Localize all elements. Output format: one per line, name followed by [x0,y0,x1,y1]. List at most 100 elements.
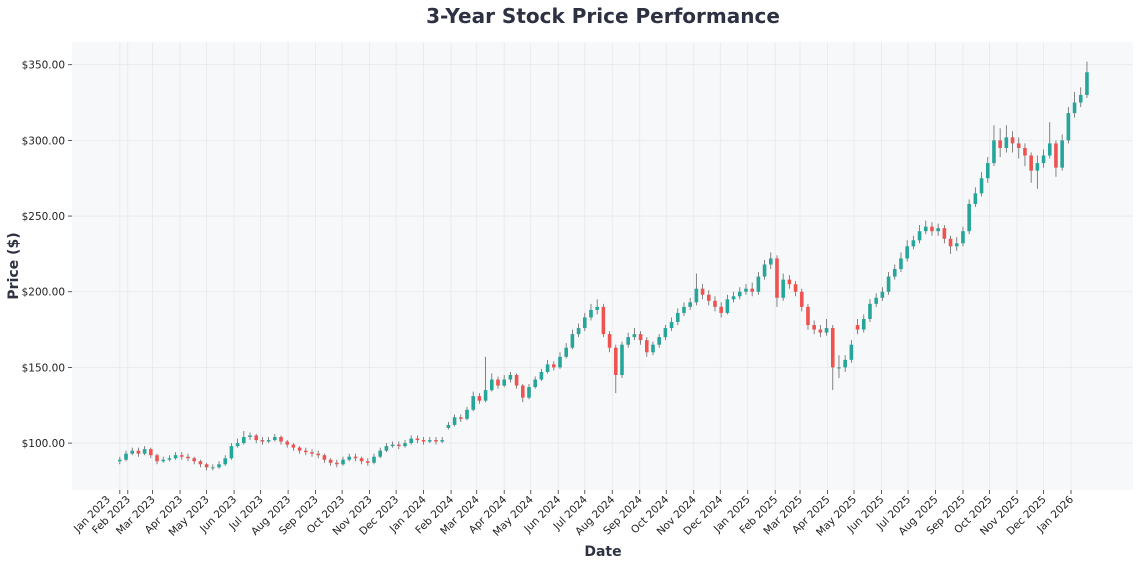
candle-body [204,464,209,468]
candle-body [248,435,252,438]
candle-up [229,443,234,460]
candle-up [427,437,432,444]
candle-up [539,368,544,382]
candle-up [756,272,761,295]
candle-body [297,447,302,451]
candle-body [1054,143,1058,168]
candle-up [570,329,575,350]
candle-up [409,435,414,445]
candle-body [551,364,556,368]
candle-body [409,438,414,444]
candle-up [173,452,178,460]
candle-body [756,276,761,292]
candle-body [130,450,135,454]
y-tick-label: $150.00 [22,362,65,374]
candle-body [706,294,711,301]
y-tick-label: $200.00 [22,287,65,299]
candle-body [675,312,680,322]
candle-down [799,288,804,312]
candle-down [818,325,823,338]
candle-body [124,453,128,460]
candle-up [868,299,872,322]
candle-up [390,441,395,448]
candle-body [992,140,996,164]
candle-body [545,364,550,372]
candle-body [607,334,612,348]
candle-body [942,228,947,239]
candle-up [1066,107,1071,144]
candle-up [694,273,699,306]
candle-body [576,328,581,335]
plot-area [72,42,1133,490]
candle-body [502,379,506,386]
candle-up [936,223,940,236]
candle-down [204,462,209,471]
candle-body [899,258,903,270]
candle-body [589,309,593,318]
candle-body [669,322,674,329]
candle-down [855,318,860,335]
candle-down [198,459,203,468]
candle-body [1072,102,1077,114]
candle-up [917,225,922,244]
candle-down [520,384,525,403]
candle-down [1023,143,1027,167]
candle-body [830,328,835,368]
candle-up [781,273,785,301]
candle-body [824,328,829,333]
candle-down [316,450,321,459]
candle-down [192,456,197,465]
candle-body [1029,155,1033,171]
candle-body [936,228,940,232]
candle-body [582,317,587,329]
candle-down [260,437,265,445]
candle-down [322,453,327,463]
candle-body [961,231,965,244]
candles [118,61,1089,471]
candle-body [657,337,661,345]
candle-down [359,456,364,465]
candle-body [508,374,513,380]
candle-down [366,458,370,466]
candle-up [688,297,692,310]
candle-body [471,396,475,410]
candle-body [304,450,308,453]
candle-body [427,440,432,442]
candle-body [266,440,271,442]
candle-up [626,332,630,348]
candle-down [335,459,339,468]
candle-body [787,279,792,285]
candle-down [930,222,934,236]
candle-body [291,444,296,448]
candle-body [737,291,742,297]
candle-up [384,443,389,453]
candle-body [861,318,866,330]
candle-down [477,393,482,404]
candle-down [601,303,606,338]
candle-body [638,334,643,341]
candle-body [806,306,810,326]
candle-down [1054,140,1058,177]
candle-body [719,306,723,313]
candle-up [725,294,730,315]
candle-up [589,303,593,321]
candle-up [620,341,624,378]
candle-down [149,447,153,459]
candle-body [316,453,321,456]
candle-body [378,450,383,457]
candle-body [954,243,959,247]
candle-up [905,240,909,262]
candle-body [973,193,978,204]
candle-body [613,347,618,375]
candle-body [273,437,277,441]
candle-body [514,374,519,386]
candle-up [446,421,451,430]
candle-up [669,317,674,332]
candle-body [781,279,785,298]
candle-up [471,391,475,412]
candle-up [582,312,587,332]
candle-down [750,282,754,297]
candle-down [353,453,358,462]
candle-up [118,456,122,465]
candle-body [384,446,389,451]
